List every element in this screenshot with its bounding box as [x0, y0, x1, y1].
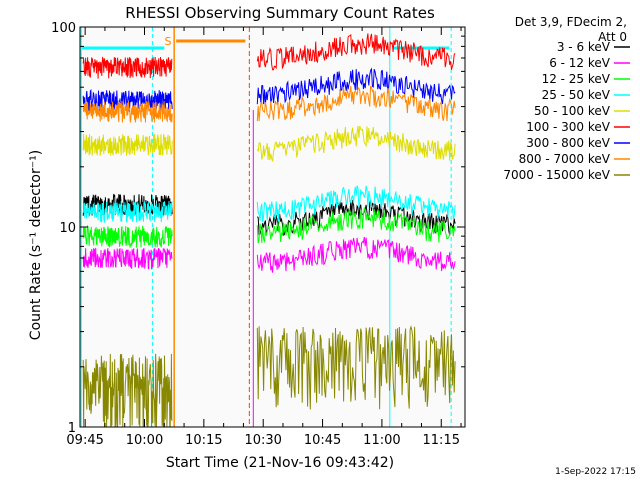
series-7	[82, 85, 456, 123]
series-2	[82, 206, 456, 248]
series-1-segment-1	[256, 237, 456, 273]
x-tick-label-0: 09:45	[66, 433, 103, 448]
y-tick-label-1: 10	[59, 221, 76, 236]
series-3-segment-0	[82, 200, 173, 223]
x-tick-label-1: 10:00	[126, 433, 163, 448]
series-4	[82, 125, 456, 162]
series-2-segment-0	[82, 224, 173, 248]
footer-date: 1-Sep-2022 17:15	[555, 467, 636, 477]
legend-label-8: 7000 - 15000 keV	[503, 168, 610, 182]
series-7-segment-1	[256, 85, 456, 122]
legend-header-line-2: Att 0	[598, 30, 627, 44]
series-3-segment-1	[256, 185, 456, 223]
series-2-segment-1	[256, 206, 456, 244]
legend-label-4: 50 - 100 keV	[534, 104, 611, 118]
series-6-segment-0	[82, 89, 173, 112]
x-tick-label-2: 10:15	[185, 433, 222, 448]
series-8-segment-1	[256, 325, 456, 410]
saa-marker: S	[165, 35, 172, 48]
series-8	[82, 325, 456, 428]
x-axis-label: Start Time (21-Nov-16 09:43:42)	[166, 455, 394, 471]
series-4-segment-0	[82, 133, 173, 157]
series-1	[82, 237, 456, 273]
legend-label-0: 3 - 6 keV	[557, 40, 611, 54]
y-tick-label-2: 100	[51, 21, 76, 36]
series-4-segment-1	[256, 125, 456, 162]
series-5-segment-1	[256, 33, 456, 71]
series-7-segment-0	[82, 100, 173, 123]
series-6-segment-1	[256, 67, 456, 106]
x-tick-label-4: 10:45	[304, 433, 341, 448]
legend-label-5: 100 - 300 keV	[526, 120, 610, 134]
series-5	[82, 33, 456, 79]
series-3	[82, 185, 456, 223]
legend-label-6: 300 - 800 keV	[526, 136, 610, 150]
legend-header-line-1: Det 3,9, FDecim 2,	[515, 15, 627, 29]
series-0-segment-1	[256, 199, 456, 236]
y-axis-label: Count Rate (s⁻¹ detector⁻¹)	[28, 150, 44, 340]
chart-title: RHESSI Observing Summary Count Rates	[125, 4, 435, 22]
series-6	[82, 67, 456, 112]
legend-label-7: 800 - 7000 keV	[519, 152, 611, 166]
x-tick-label-5: 11:00	[363, 433, 400, 448]
x-tick-label-3: 10:30	[244, 433, 281, 448]
x-tick-label-6: 11:15	[423, 433, 460, 448]
series-8-segment-0	[82, 353, 173, 428]
legend-label-1: 6 - 12 keV	[549, 56, 611, 70]
series-1-segment-0	[82, 247, 173, 270]
legend-label-2: 12 - 25 keV	[542, 72, 611, 86]
y-tick-label-0: 1	[68, 421, 76, 436]
legend-label-3: 25 - 50 keV	[542, 88, 611, 102]
series-5-segment-0	[82, 56, 173, 79]
